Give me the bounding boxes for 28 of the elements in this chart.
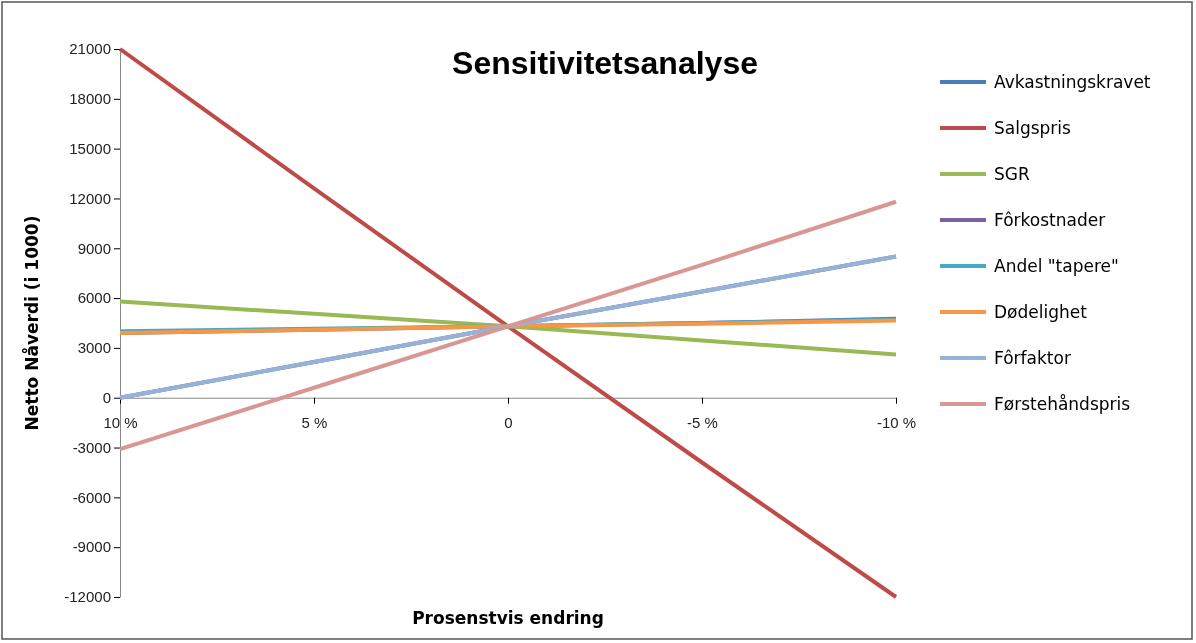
y-tick-label: 21000 bbox=[69, 40, 111, 58]
x-axis-title: Prosenstvis endring bbox=[412, 608, 604, 628]
legend-label: Andel "tapere" bbox=[994, 256, 1119, 276]
legend-label: Fôrfaktor bbox=[994, 348, 1071, 368]
y-tick-label: -6000 bbox=[72, 488, 111, 506]
y-tick-label: 6000 bbox=[77, 289, 111, 307]
x-tick-label: 0 bbox=[504, 413, 513, 431]
legend-label: Avkastningskravet bbox=[994, 72, 1151, 92]
legend-label: Førstehåndspris bbox=[994, 394, 1131, 414]
y-axis-title: Netto Nåverdi (i 1000) bbox=[21, 215, 42, 431]
y-tick-label: 15000 bbox=[69, 139, 111, 157]
legend-label: Salgspris bbox=[994, 118, 1072, 138]
y-tick-label: -9000 bbox=[72, 538, 111, 556]
x-tick-label: 10 % bbox=[103, 413, 138, 431]
y-tick-label: -3000 bbox=[72, 438, 111, 456]
legend-label: Dødelighet bbox=[994, 302, 1088, 322]
chart-title: Sensitivitetsanalyse bbox=[452, 45, 758, 81]
y-tick-label: 12000 bbox=[69, 189, 111, 207]
y-tick-label: 3000 bbox=[77, 339, 111, 357]
y-tick-label: 9000 bbox=[77, 239, 111, 257]
legend-label: SGR bbox=[994, 164, 1030, 184]
legend-label: Fôrkostnader bbox=[994, 210, 1106, 230]
y-tick-label: 18000 bbox=[69, 90, 111, 108]
x-tick-label: -10 % bbox=[876, 413, 917, 431]
x-tick-label: -5 % bbox=[687, 413, 718, 431]
y-tick-label: -12000 bbox=[64, 588, 111, 606]
x-tick-label: 5 % bbox=[301, 413, 328, 431]
y-tick-label: 0 bbox=[102, 389, 111, 407]
